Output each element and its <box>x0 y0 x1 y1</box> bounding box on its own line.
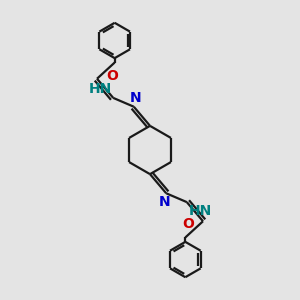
Text: N: N <box>130 91 141 105</box>
Text: O: O <box>106 69 118 83</box>
Text: O: O <box>182 217 194 231</box>
Text: HN: HN <box>188 204 212 218</box>
Text: N: N <box>159 195 170 209</box>
Text: HN: HN <box>88 82 112 96</box>
